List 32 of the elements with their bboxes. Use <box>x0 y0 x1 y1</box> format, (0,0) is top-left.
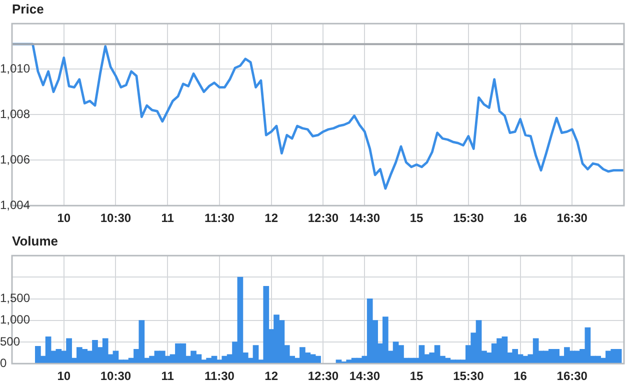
x-tick-label: 11 <box>161 211 174 226</box>
x-tick-label: 15:30 <box>453 211 484 226</box>
x-tick-label: 16:30 <box>556 369 588 384</box>
x-tick-label: 11 <box>161 369 174 384</box>
x-tick-label: 11:30 <box>204 369 235 384</box>
x-tick-label: 15 <box>410 211 424 226</box>
chart-title: Price <box>12 1 44 16</box>
y-tick-label: 500 <box>0 334 20 348</box>
x-tick-label: 12 <box>264 369 278 384</box>
y-tick-label: 1,000 <box>0 312 30 327</box>
x-tick-label: 11:30 <box>204 211 235 226</box>
x-tick-label: 10 <box>57 369 71 384</box>
y-tick-label: 1,008 <box>0 106 30 121</box>
y-tick-label: 1,500 <box>0 291 30 306</box>
x-tick-label: 12:30 <box>308 369 339 384</box>
y-tick-label: 0 <box>0 356 7 370</box>
x-tick-label: 10 <box>57 211 71 226</box>
y-tick-label: 1,010 <box>0 61 30 76</box>
x-tick-label: 10:30 <box>100 369 132 384</box>
chart-title: Volume <box>12 233 58 248</box>
x-tick-label: 12:30 <box>308 211 339 226</box>
x-tick-label: 12 <box>264 211 278 226</box>
x-tick-label: 16 <box>514 369 528 384</box>
x-tick-label: 15 <box>410 369 424 384</box>
x-tick-label: 16 <box>514 211 528 226</box>
x-tick-label: 10:30 <box>100 211 132 226</box>
x-tick-label: 14:30 <box>349 211 380 226</box>
x-tick-label: 14:30 <box>349 369 380 384</box>
y-tick-label: 1,004 <box>0 198 30 212</box>
y-tick-label: 1,006 <box>0 152 30 166</box>
x-tick-label: 16:30 <box>556 211 588 226</box>
x-tick-label: 15:30 <box>453 369 484 384</box>
